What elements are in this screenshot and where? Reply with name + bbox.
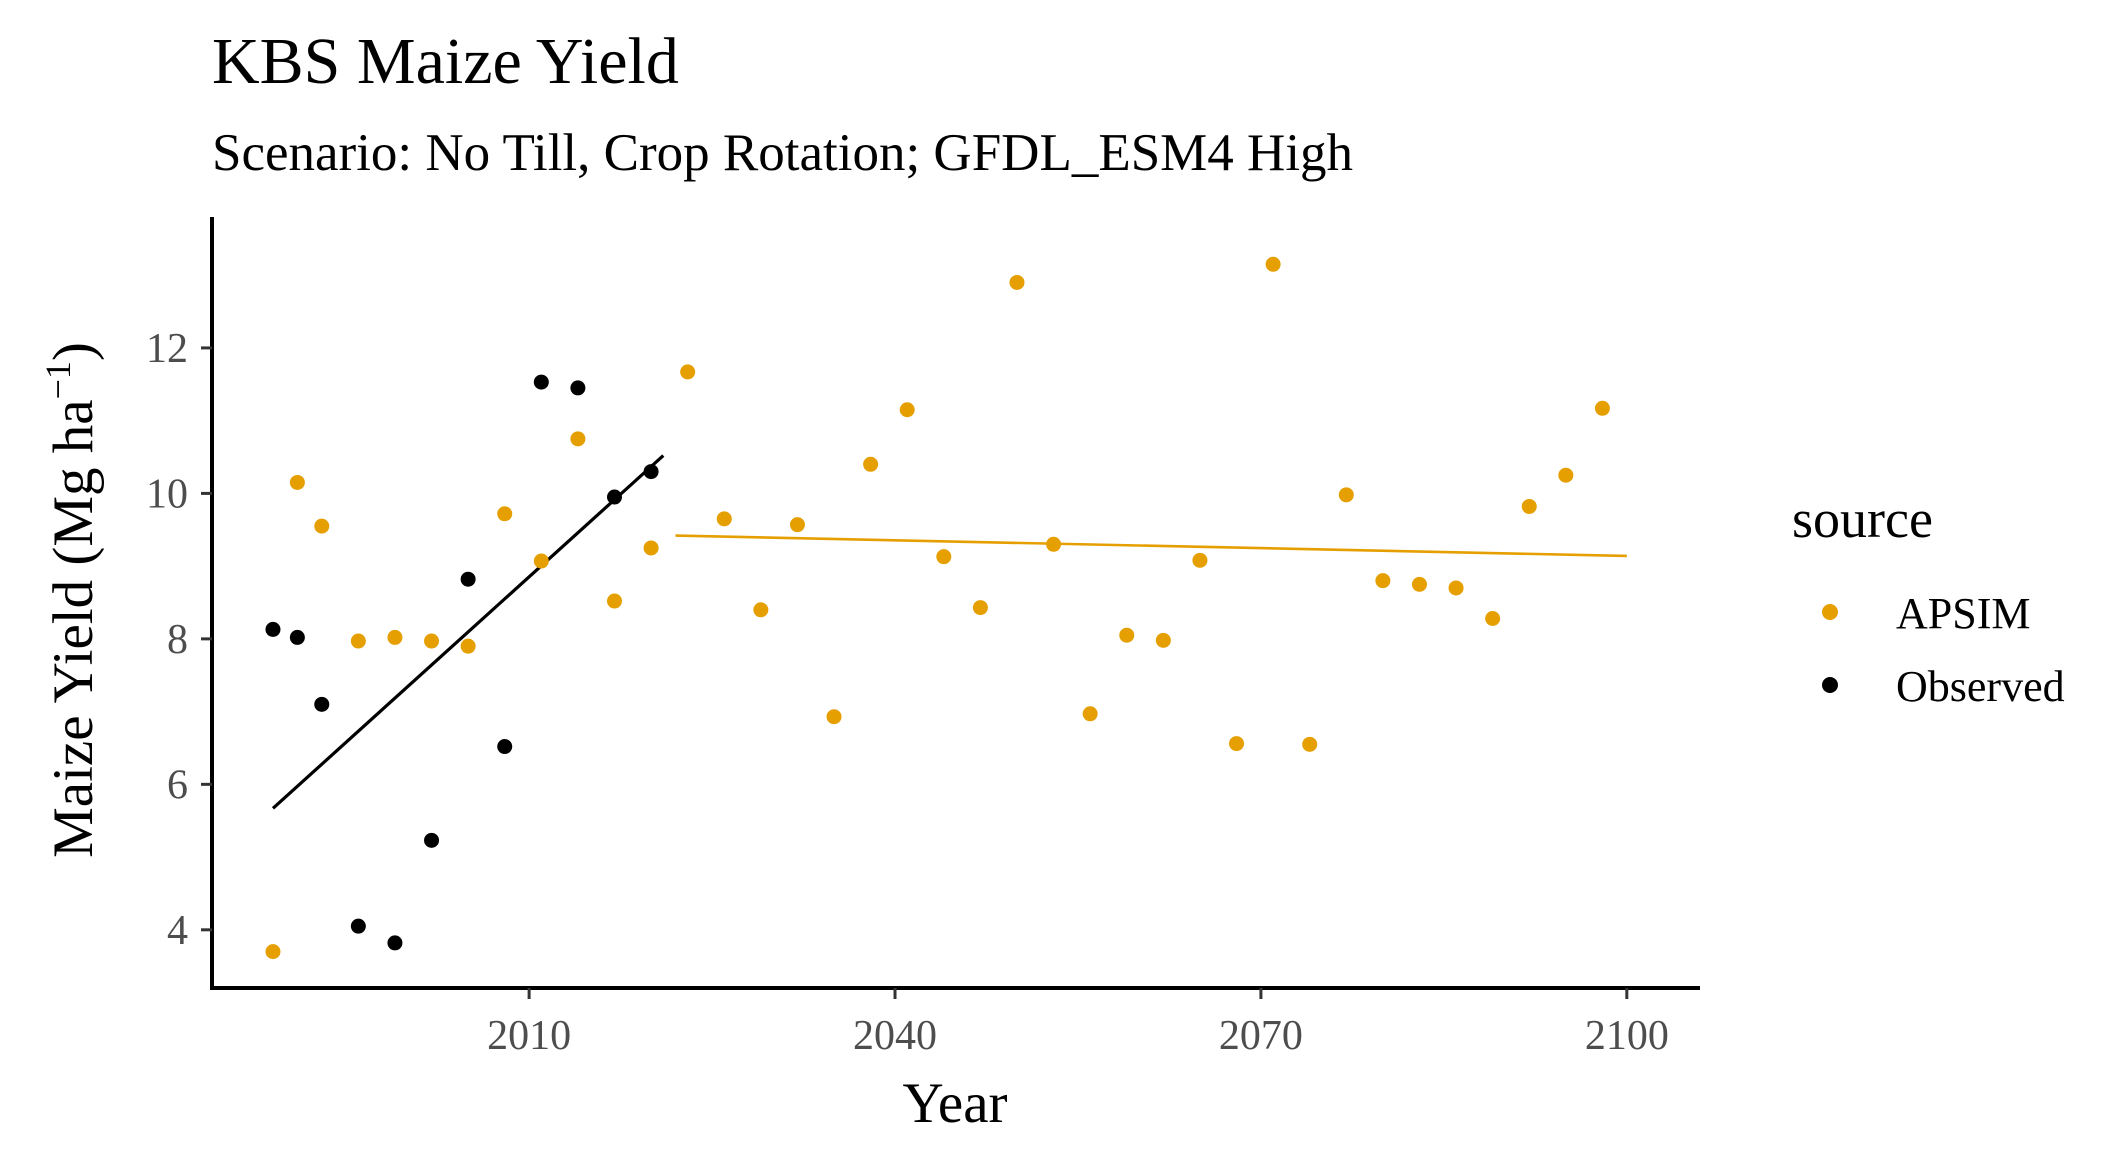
- apsim-point-23: [1082, 706, 1098, 722]
- apsim-point-31: [1375, 573, 1391, 589]
- chart-subtitle: Scenario: No Till, Crop Rotation; GFDL_E…: [212, 124, 1353, 182]
- y-axis-title-main: Maize Yield (Mg ha: [42, 399, 105, 858]
- apsim-point-21: [1009, 274, 1025, 290]
- observed-point-3: [350, 918, 366, 934]
- apsim-point-18: [899, 402, 915, 418]
- y-axis-title: Maize Yield (Mg ha−1): [38, 342, 105, 858]
- apsim-point-11: [643, 540, 659, 556]
- axis-ticks: 2010 2040 2070 2100 4 6 8 10 12: [146, 326, 1669, 1059]
- legend-label-apsim: APSIM: [1896, 589, 2031, 638]
- apsim-point-5: [424, 633, 440, 649]
- apsim-point-25: [1155, 632, 1171, 648]
- legend-key-apsim: [1822, 604, 1838, 620]
- apsim-trend-line: [675, 534, 1627, 558]
- observed-point-11: [643, 464, 659, 480]
- x-tick-label-2040: 2040: [853, 1013, 937, 1059]
- x-tick-label-2070: 2070: [1219, 1013, 1303, 1059]
- apsim-point-17: [863, 456, 879, 472]
- apsim-point-13: [716, 511, 732, 527]
- y-tick-label-10: 10: [146, 471, 188, 517]
- observed-point-9: [570, 380, 586, 396]
- apsim-point-27: [1229, 736, 1245, 752]
- chart-title: KBS Maize Yield: [212, 25, 679, 98]
- apsim-point-15: [789, 517, 805, 533]
- plot-area: [265, 256, 1627, 960]
- apsim-point-24: [1119, 627, 1135, 643]
- observed-point-8: [533, 374, 549, 390]
- apsim-point-32: [1411, 576, 1427, 592]
- apsim-point-35: [1521, 498, 1537, 514]
- apsim-point-20: [972, 600, 988, 616]
- y-tick-label-6: 6: [167, 762, 188, 808]
- apsim-point-22: [1046, 536, 1062, 552]
- apsim-point-30: [1338, 487, 1354, 503]
- observed-point-6: [460, 571, 476, 587]
- apsim-point-29: [1302, 736, 1318, 752]
- legend-title: source: [1792, 489, 1933, 549]
- apsim-point-1: [289, 474, 305, 490]
- apsim-point-37: [1594, 400, 1610, 416]
- apsim-point-36: [1558, 467, 1574, 483]
- observed-trend-line: [271, 454, 665, 810]
- y-tick-label-4: 4: [167, 908, 188, 954]
- apsim-point-10: [606, 593, 622, 609]
- apsim-point-28: [1265, 256, 1281, 272]
- apsim-point-26: [1192, 552, 1208, 568]
- apsim-point-8: [533, 553, 549, 569]
- apsim-point-7: [497, 506, 513, 522]
- apsim-point-4: [387, 629, 403, 645]
- y-axis-title-superscript: −1: [38, 361, 78, 399]
- apsim-point-9: [570, 431, 586, 447]
- observed-point-5: [424, 832, 440, 848]
- observed-point-2: [314, 696, 330, 712]
- apsim-point-16: [826, 709, 842, 725]
- observed-point-10: [606, 489, 622, 505]
- apsim-point-12: [680, 364, 696, 380]
- apsim-point-34: [1485, 611, 1501, 627]
- observed-point-7: [497, 739, 513, 755]
- y-tick-label-8: 8: [167, 617, 188, 663]
- apsim-point-33: [1448, 580, 1464, 596]
- legend-label-observed: Observed: [1896, 662, 2065, 711]
- apsim-point-0: [265, 944, 281, 960]
- apsim-point-14: [753, 602, 769, 618]
- x-tick-label-2010: 2010: [487, 1013, 571, 1059]
- apsim-point-19: [936, 549, 952, 565]
- y-tick-label-12: 12: [146, 326, 188, 372]
- observed-point-0: [265, 621, 281, 637]
- legend-key-observed: [1822, 677, 1838, 693]
- observed-point-1: [289, 629, 305, 645]
- y-axis-title-close: ): [42, 342, 105, 361]
- x-tick-label-2100: 2100: [1585, 1013, 1669, 1059]
- x-axis-title: Year: [902, 1072, 1007, 1135]
- apsim-point-3: [350, 633, 366, 649]
- observed-point-4: [387, 935, 403, 951]
- apsim-point-2: [314, 518, 330, 534]
- apsim-point-6: [460, 638, 476, 654]
